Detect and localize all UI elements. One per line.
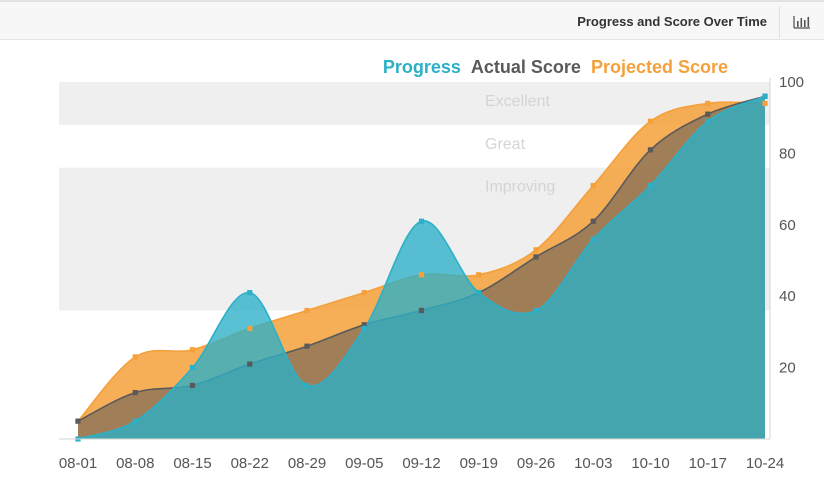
- panel-title: Progress and Score Over Time: [577, 14, 767, 29]
- band-label-improving: Improving: [485, 179, 555, 196]
- point-progress-10-10[interactable]: [647, 182, 654, 189]
- x-tick-label: 09-12: [402, 455, 440, 472]
- x-tick-label: 10-10: [631, 455, 669, 472]
- point-progress-08-29[interactable]: [304, 382, 310, 389]
- point-actual-score-10-17[interactable]: [705, 111, 711, 117]
- y-tick-label: 60: [779, 217, 796, 234]
- point-projected-score-10-10[interactable]: [647, 118, 654, 124]
- header-divider: [779, 6, 780, 38]
- point-projected-score-08-22[interactable]: [247, 325, 253, 331]
- x-tick-label: 08-22: [231, 455, 269, 472]
- point-actual-score-08-15[interactable]: [189, 382, 196, 389]
- x-tick-label: 10-24: [746, 455, 784, 472]
- point-projected-score-09-19[interactable]: [476, 272, 482, 278]
- point-actual-score-10-03[interactable]: [590, 218, 596, 224]
- band-label-great: Great: [485, 136, 526, 153]
- point-actual-score-08-29[interactable]: [304, 343, 310, 349]
- area-progress: [78, 96, 765, 440]
- point-progress-10-17[interactable]: [705, 118, 711, 124]
- band-excellent: [59, 82, 770, 125]
- x-tick-label: 08-08: [116, 455, 154, 472]
- point-progress-09-19[interactable]: [476, 290, 482, 296]
- y-tick-label: 80: [779, 145, 796, 162]
- point-projected-score-09-05[interactable]: [361, 290, 367, 296]
- progress-score-chart: ExcellentGreatImprovingPoor 08-0108-0808…: [59, 57, 804, 472]
- point-projected-score-08-29[interactable]: [304, 307, 310, 314]
- point-projected-score-09-26[interactable]: [533, 247, 539, 253]
- y-tick-label: 40: [779, 288, 796, 305]
- x-tick-label: 08-15: [173, 455, 211, 472]
- panel-header: Progress and Score Over Time: [0, 0, 824, 40]
- point-projected-score-10-17[interactable]: [705, 100, 711, 107]
- point-actual-score-08-01[interactable]: [75, 418, 81, 424]
- x-tick-label: 09-19: [460, 455, 498, 472]
- point-actual-score-09-26[interactable]: [533, 254, 539, 260]
- point-progress-10-03[interactable]: [590, 236, 596, 242]
- point-projected-score-10-24[interactable]: [762, 100, 768, 107]
- point-projected-score-08-15[interactable]: [189, 347, 196, 353]
- line-progress: [77, 95, 766, 440]
- x-tick-label: 08-01: [59, 455, 97, 472]
- point-progress-10-24[interactable]: [762, 93, 768, 99]
- point-progress-08-08[interactable]: [132, 418, 138, 424]
- point-projected-score-10-03[interactable]: [590, 182, 596, 189]
- point-projected-score-09-12[interactable]: [418, 272, 425, 278]
- point-actual-score-08-22[interactable]: [247, 361, 253, 367]
- point-progress-09-05[interactable]: [361, 325, 367, 331]
- point-progress-09-12[interactable]: [418, 218, 425, 224]
- legend-item-projected-score[interactable]: Projected Score: [591, 57, 728, 77]
- legend-item-actual-score[interactable]: Actual Score: [471, 57, 581, 77]
- x-tick-label: 09-05: [345, 455, 383, 472]
- y-tick-label: 100: [779, 74, 804, 91]
- x-tick-label: 09-26: [517, 455, 555, 472]
- x-tick-label: 08-29: [288, 455, 326, 472]
- x-tick-label: 10-17: [689, 455, 727, 472]
- point-actual-score-09-12[interactable]: [418, 307, 425, 314]
- chart-type-button[interactable]: [786, 8, 816, 36]
- band-label-excellent: Excellent: [485, 93, 550, 110]
- chart-area: ExcellentGreatImprovingPoor 08-0108-0808…: [0, 40, 824, 485]
- x-tick-label: 10-03: [574, 455, 612, 472]
- point-progress-08-22[interactable]: [247, 290, 253, 296]
- point-actual-score-08-08[interactable]: [132, 389, 138, 396]
- point-projected-score-08-08[interactable]: [132, 354, 138, 360]
- point-actual-score-10-10[interactable]: [647, 147, 654, 153]
- y-tick-label: 20: [779, 360, 796, 377]
- bar-chart-icon: [793, 16, 810, 29]
- legend-item-progress[interactable]: Progress: [383, 57, 461, 77]
- point-progress-09-26[interactable]: [533, 307, 539, 314]
- point-progress-08-15[interactable]: [189, 365, 196, 371]
- point-actual-score-09-05[interactable]: [361, 322, 367, 328]
